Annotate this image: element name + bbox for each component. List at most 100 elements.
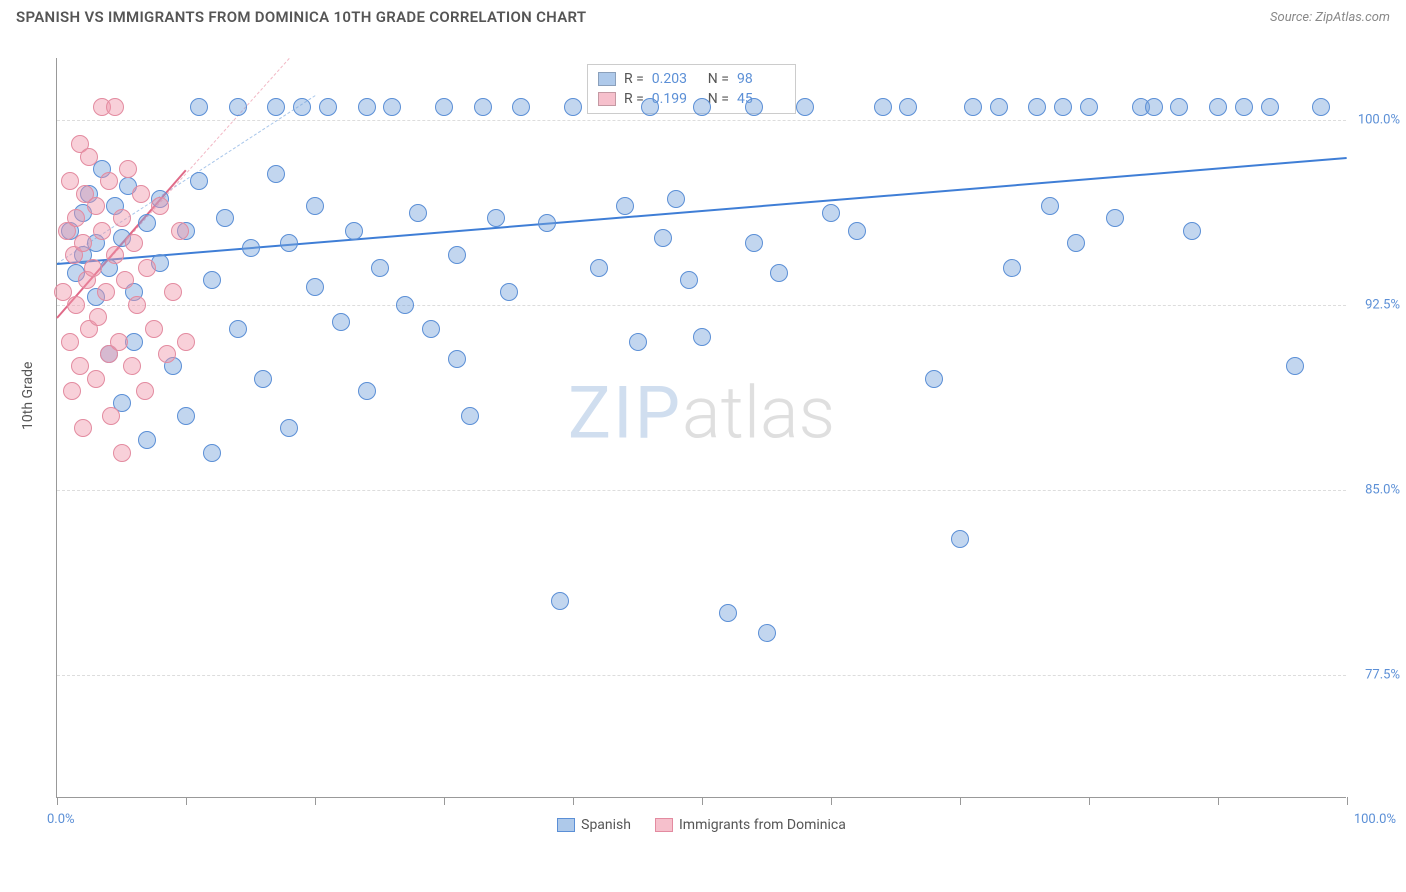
data-point xyxy=(990,98,1008,116)
data-point xyxy=(61,172,79,190)
data-point xyxy=(67,209,85,227)
watermark: ZIPatlas xyxy=(568,370,835,455)
x-tick xyxy=(831,797,832,805)
data-point xyxy=(125,333,143,351)
x-tick xyxy=(444,797,445,805)
data-point xyxy=(345,222,363,240)
legend-item: Spanish xyxy=(557,817,631,833)
data-point xyxy=(113,444,131,462)
data-point xyxy=(1145,98,1163,116)
data-point xyxy=(74,419,92,437)
data-point xyxy=(203,444,221,462)
data-point xyxy=(106,246,124,264)
data-point xyxy=(448,350,466,368)
header: SPANISH VS IMMIGRANTS FROM DOMINICA 10TH… xyxy=(0,0,1406,30)
data-point xyxy=(158,345,176,363)
data-point xyxy=(822,204,840,222)
x-tick xyxy=(57,797,58,805)
swatch-icon xyxy=(598,72,616,86)
data-point xyxy=(1235,98,1253,116)
swatch-icon xyxy=(557,818,575,832)
data-point xyxy=(216,209,234,227)
data-point xyxy=(409,204,427,222)
data-point xyxy=(1080,98,1098,116)
data-point xyxy=(128,296,146,314)
legend-label: Immigrants from Dominica xyxy=(679,817,846,833)
data-point xyxy=(590,259,608,277)
y-tick-label: 100.0% xyxy=(1358,112,1400,127)
data-point xyxy=(113,209,131,227)
data-point xyxy=(1209,98,1227,116)
data-point xyxy=(102,407,120,425)
data-point xyxy=(100,172,118,190)
data-point xyxy=(654,229,672,247)
data-point xyxy=(383,98,401,116)
data-point xyxy=(71,357,89,375)
data-point xyxy=(267,98,285,116)
x-tick xyxy=(1347,797,1348,805)
data-point xyxy=(1028,98,1046,116)
data-point xyxy=(138,259,156,277)
data-point xyxy=(616,197,634,215)
data-point xyxy=(371,259,389,277)
data-point xyxy=(293,98,311,116)
data-point xyxy=(693,328,711,346)
data-point xyxy=(138,214,156,232)
data-point xyxy=(136,382,154,400)
data-point xyxy=(138,431,156,449)
gridline xyxy=(57,120,1346,121)
x-tick xyxy=(315,797,316,805)
data-point xyxy=(358,98,376,116)
data-point xyxy=(461,407,479,425)
data-point xyxy=(1286,357,1304,375)
data-point xyxy=(770,264,788,282)
y-tick-label: 92.5% xyxy=(1365,297,1400,312)
data-point xyxy=(745,234,763,252)
gridline xyxy=(57,305,1346,306)
x-tick xyxy=(1089,797,1090,805)
data-point xyxy=(242,239,260,257)
data-point xyxy=(796,98,814,116)
data-point xyxy=(899,98,917,116)
data-point xyxy=(487,209,505,227)
data-point xyxy=(719,604,737,622)
data-point xyxy=(125,234,143,252)
data-point xyxy=(151,197,169,215)
data-point xyxy=(84,259,102,277)
data-point xyxy=(667,190,685,208)
data-point xyxy=(177,333,195,351)
data-point xyxy=(448,246,466,264)
data-point xyxy=(280,234,298,252)
data-point xyxy=(132,185,150,203)
data-point xyxy=(229,320,247,338)
data-point xyxy=(171,222,189,240)
data-point xyxy=(164,283,182,301)
data-point xyxy=(93,222,111,240)
data-point xyxy=(1106,209,1124,227)
data-point xyxy=(435,98,453,116)
source-attribution: Source: ZipAtlas.com xyxy=(1270,10,1390,25)
data-point xyxy=(1003,259,1021,277)
data-point xyxy=(67,296,85,314)
data-point xyxy=(190,98,208,116)
gridline xyxy=(57,490,1346,491)
data-point xyxy=(758,624,776,642)
data-point xyxy=(951,530,969,548)
data-point xyxy=(89,308,107,326)
data-point xyxy=(551,592,569,610)
legend: Spanish Immigrants from Dominica xyxy=(57,817,1346,833)
x-axis-max-label: 100.0% xyxy=(1354,812,1396,827)
x-tick xyxy=(1218,797,1219,805)
data-point xyxy=(422,320,440,338)
x-tick xyxy=(702,797,703,805)
stats-box: R = 0.203 N = 98 R = 0.199 N = 45 xyxy=(587,64,796,114)
chart-title: SPANISH VS IMMIGRANTS FROM DOMINICA 10TH… xyxy=(16,8,586,26)
data-point xyxy=(203,271,221,289)
data-point xyxy=(63,382,81,400)
data-point xyxy=(280,419,298,437)
legend-label: Spanish xyxy=(581,817,631,833)
data-point xyxy=(680,271,698,289)
data-point xyxy=(87,197,105,215)
data-point xyxy=(564,98,582,116)
scatter-chart: ZIPatlas R = 0.203 N = 98 R = 0.199 N = … xyxy=(56,58,1346,798)
